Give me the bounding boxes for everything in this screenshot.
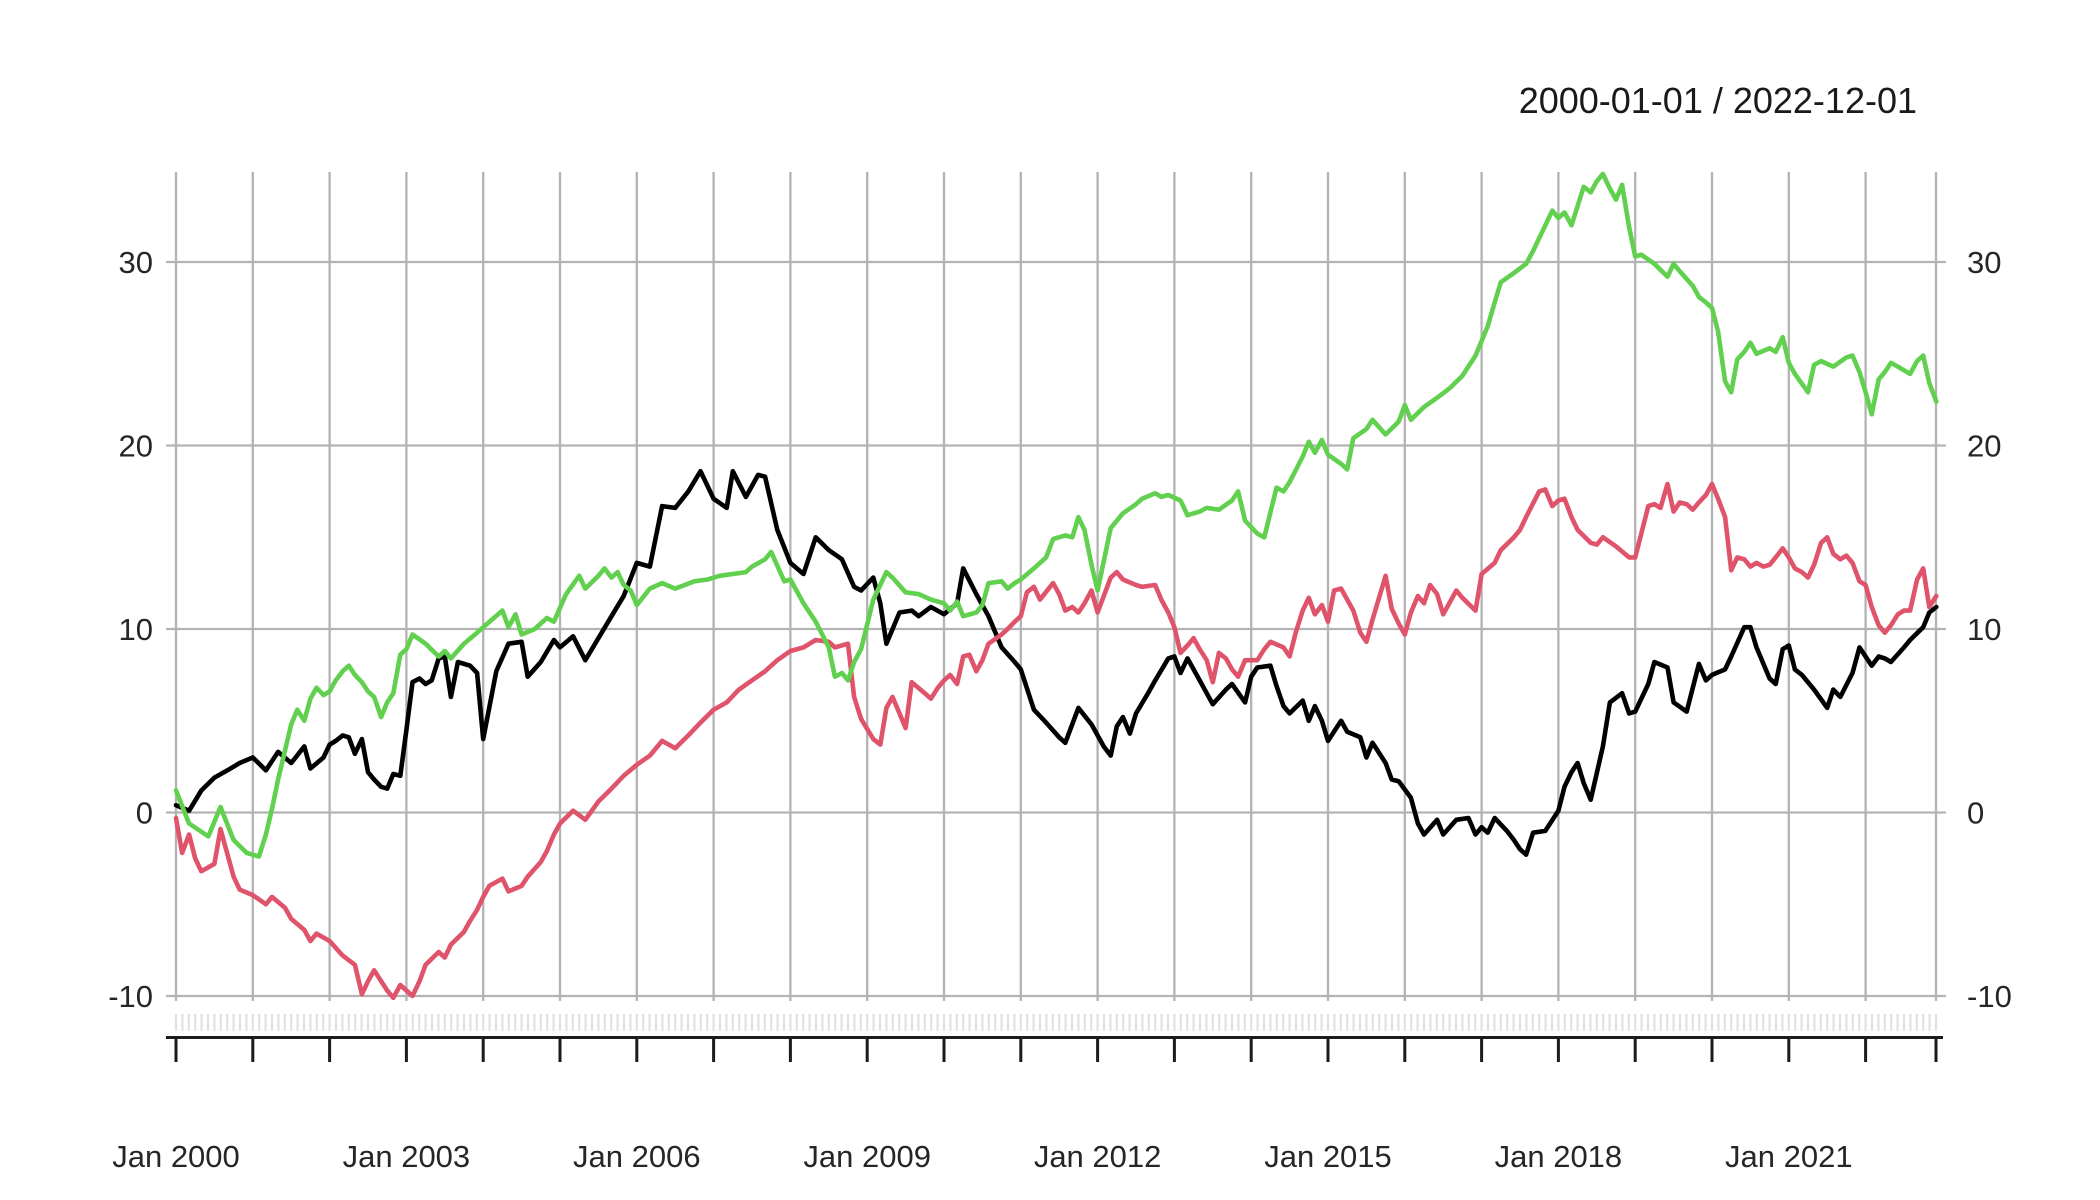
y-tick-label-left: 20 [119,429,153,464]
x-tick-label: Jan 2003 [343,1139,471,1174]
y-tick-label-right: 20 [1967,429,2001,464]
y-tick-label-left: 30 [119,245,153,280]
x-tick-label: Jan 2006 [573,1139,701,1174]
y-tick-label-left: 10 [119,612,153,647]
green-series-line [173,171,1939,859]
gridlines [166,172,1946,1001]
axis-labels: Jan 2000 Jan 2003 Jan 2006 Jan 2009 Jan 2012… [108,245,2012,1174]
y-tick-label-right: 0 [1967,796,1984,831]
y-tick-label-right: -10 [1967,979,2012,1014]
x-axis [166,1036,1943,1062]
series-lines [173,171,1939,1001]
x-tick-label: Jan 2000 [112,1139,240,1174]
minor-tick-strip [174,1014,1938,1031]
x-tick-label: Jan 2012 [1034,1139,1162,1174]
chart-period-title: 2000-01-01 / 2022-12-01 [1519,80,1917,121]
x-tick-label: Jan 2009 [803,1139,931,1174]
y-tick-label-left: 0 [136,796,153,831]
x-tick-label: Jan 2018 [1495,1139,1623,1174]
x-tick-label: Jan 2015 [1264,1139,1392,1174]
y-tick-label-left: -10 [108,979,153,1014]
black-series-line [173,468,1939,858]
y-tick-label-right: 30 [1967,245,2001,280]
y-tick-label-right: 10 [1967,612,2001,647]
x-tick-label: Jan 2021 [1725,1139,1853,1174]
red-series-line [173,481,1939,1001]
